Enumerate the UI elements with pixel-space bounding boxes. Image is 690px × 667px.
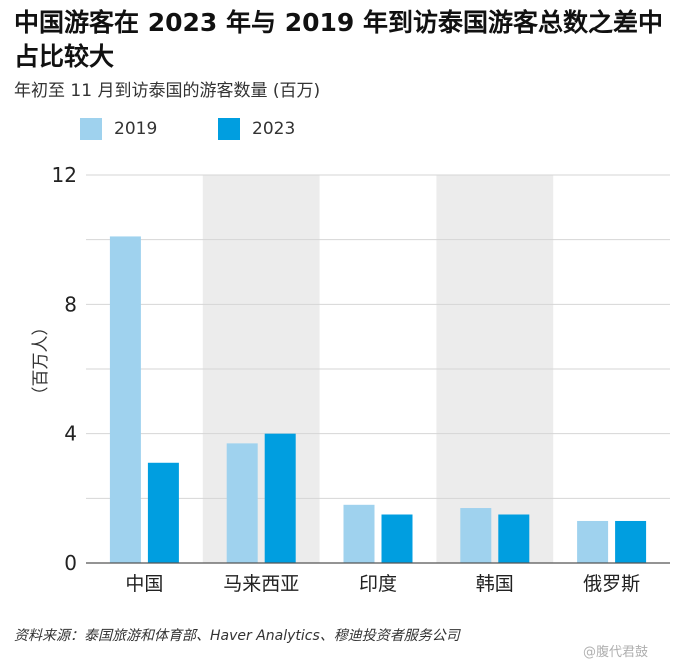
- y-tick-label: 4: [64, 422, 77, 446]
- bar-2019-4: [577, 520, 609, 563]
- legend-swatch-2023: [218, 118, 240, 140]
- x-tick-label: 印度: [359, 573, 397, 595]
- bar-2019-2: [343, 504, 375, 563]
- chart-title: 中国游客在 2023 年与 2019 年到访泰国游客总数之差中占比较大: [14, 8, 663, 71]
- legend-swatch-2019: [80, 118, 102, 140]
- chart-subtitle: 年初至 11 月到访泰国的游客数量 (百万): [14, 81, 321, 101]
- bar-2019-0: [109, 236, 141, 563]
- y-tick-label: 8: [64, 292, 77, 316]
- y-tick-label: 12: [52, 163, 77, 187]
- bar-2023-2: [381, 514, 413, 563]
- legend-label-2019: 2019: [114, 119, 158, 139]
- x-tick-label: 马来西亚: [223, 573, 299, 595]
- bar-2023-3: [498, 514, 530, 563]
- x-tick-label: 中国: [125, 573, 163, 595]
- bar-2023-0: [147, 462, 179, 563]
- legend-label-2023: 2023: [252, 119, 296, 139]
- bar-2019-1: [226, 443, 258, 563]
- y-tick-label: 0: [64, 551, 77, 575]
- legend-item-2023: 2023: [218, 118, 295, 140]
- x-tick-label: 韩国: [476, 573, 514, 595]
- legend-item-2019: 2019: [80, 118, 157, 140]
- watermark: @腹代君鼓: [583, 645, 649, 660]
- x-tick-label: 俄罗斯: [583, 573, 640, 595]
- y-axis-label: （百万人）: [31, 319, 51, 404]
- bar-2019-3: [460, 508, 492, 563]
- source-note: 资料来源：泰国旅游和体育部、Haver Analytics、穆迪投资者服务公司: [14, 628, 460, 644]
- bar-2023-4: [615, 520, 647, 563]
- bar-2023-1: [264, 433, 296, 563]
